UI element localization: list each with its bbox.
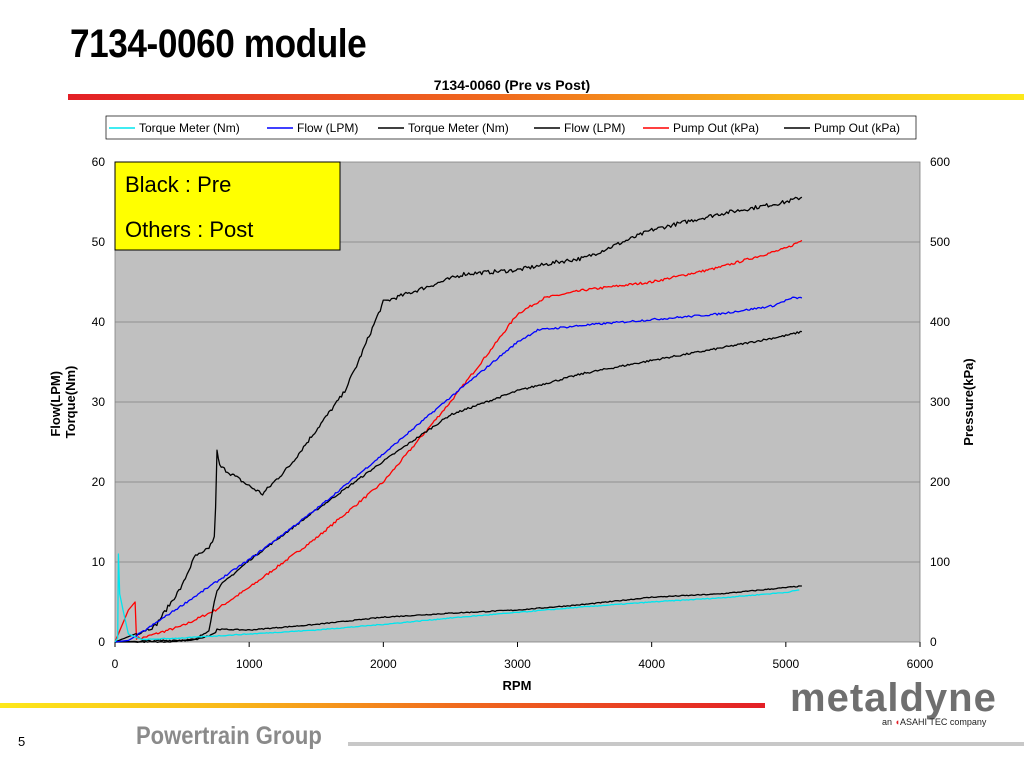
legend-label-3: Flow (LPM): [564, 121, 625, 135]
y2-tick-label-2: 200: [930, 475, 950, 489]
y2-tick-label-0: 0: [930, 635, 937, 649]
series-group: [114, 196, 803, 644]
logo-tagline-suffix: company: [949, 717, 987, 727]
x-tick-label-3: 3000: [504, 657, 531, 671]
y2-tick-label-6: 600: [930, 155, 950, 169]
logo-tagline: an ◖ASAHI TEC company: [882, 717, 986, 727]
page-number: 5: [18, 734, 26, 749]
series-line-0: [114, 553, 800, 643]
y-axis-label-line-2: Torque(Nm): [63, 366, 78, 439]
y-tick-label-6: 60: [92, 155, 106, 169]
y2-tick-label-4: 400: [930, 315, 950, 329]
chart-title: 7134-0060 (Pre vs Post): [434, 77, 590, 93]
legend-label-2: Torque Meter (Nm): [408, 121, 509, 135]
y-tick-label-4: 40: [92, 315, 106, 329]
legend-label-5: Pump Out (kPa): [814, 121, 900, 135]
footer-color-bar: [0, 703, 765, 708]
footer-gray-line: [348, 742, 1024, 746]
y-tick-label-3: 30: [92, 395, 106, 409]
series-line-5: [114, 196, 803, 643]
series-line-1: [114, 296, 803, 643]
annotation-line-pre: Black : Pre: [125, 172, 231, 197]
y-axis-label-line-1: Flow(LPM): [48, 371, 63, 437]
y2-tick-label-1: 100: [930, 555, 950, 569]
slide-title: 7134-0060 module: [70, 22, 367, 66]
series-line-2: [115, 585, 802, 644]
logo-tagline-brand: ASAHI TEC: [899, 717, 948, 727]
legend-label-1: Flow (LPM): [297, 121, 358, 135]
x-tick-label-5: 5000: [772, 657, 799, 671]
axes: 0 1000 2000 3000 4000 5000 6000010203040506001…: [92, 155, 951, 671]
y-tick-label-0: 0: [98, 635, 105, 649]
legend-label-0: Torque Meter (Nm): [139, 121, 240, 135]
annotation-box: [114, 161, 341, 251]
x-tick-label-1: 1000: [236, 657, 263, 671]
metaldyne-logo: metaldyne: [790, 676, 997, 720]
x-tick-label-2: 2000: [370, 657, 397, 671]
legend-box: [105, 115, 917, 140]
y-tick-label-5: 50: [92, 235, 106, 249]
asahi-tec-mark-icon: ◖: [894, 717, 900, 727]
x-tick-label-4: 4000: [638, 657, 665, 671]
x-tick-label-0: 0: [112, 657, 119, 671]
y-tick-label-2: 20: [92, 475, 106, 489]
title-underline-bar: [68, 94, 1024, 100]
y-tick-label-1: 10: [92, 555, 106, 569]
legend-label-4: Pump Out (kPa): [673, 121, 759, 135]
y2-tick-label-5: 500: [930, 235, 950, 249]
legend: Torque Meter (Nm) Flow (LPM) Torque Meter …: [109, 121, 900, 135]
logo-tagline-prefix: an: [882, 717, 893, 727]
x-tick-label-6: 6000: [907, 657, 934, 671]
series-line-3: [115, 330, 802, 643]
footer-group-name: Powertrain Group: [136, 722, 322, 750]
annotation-line-post: Others : Post: [125, 217, 253, 242]
y2-tick-label-3: 300: [930, 395, 950, 409]
x-axis-label: RPM: [503, 678, 532, 693]
y-axis-label: Flow(LPM) Torque(Nm): [48, 366, 78, 439]
y2-axis-label: Pressure(kPa): [961, 358, 976, 445]
